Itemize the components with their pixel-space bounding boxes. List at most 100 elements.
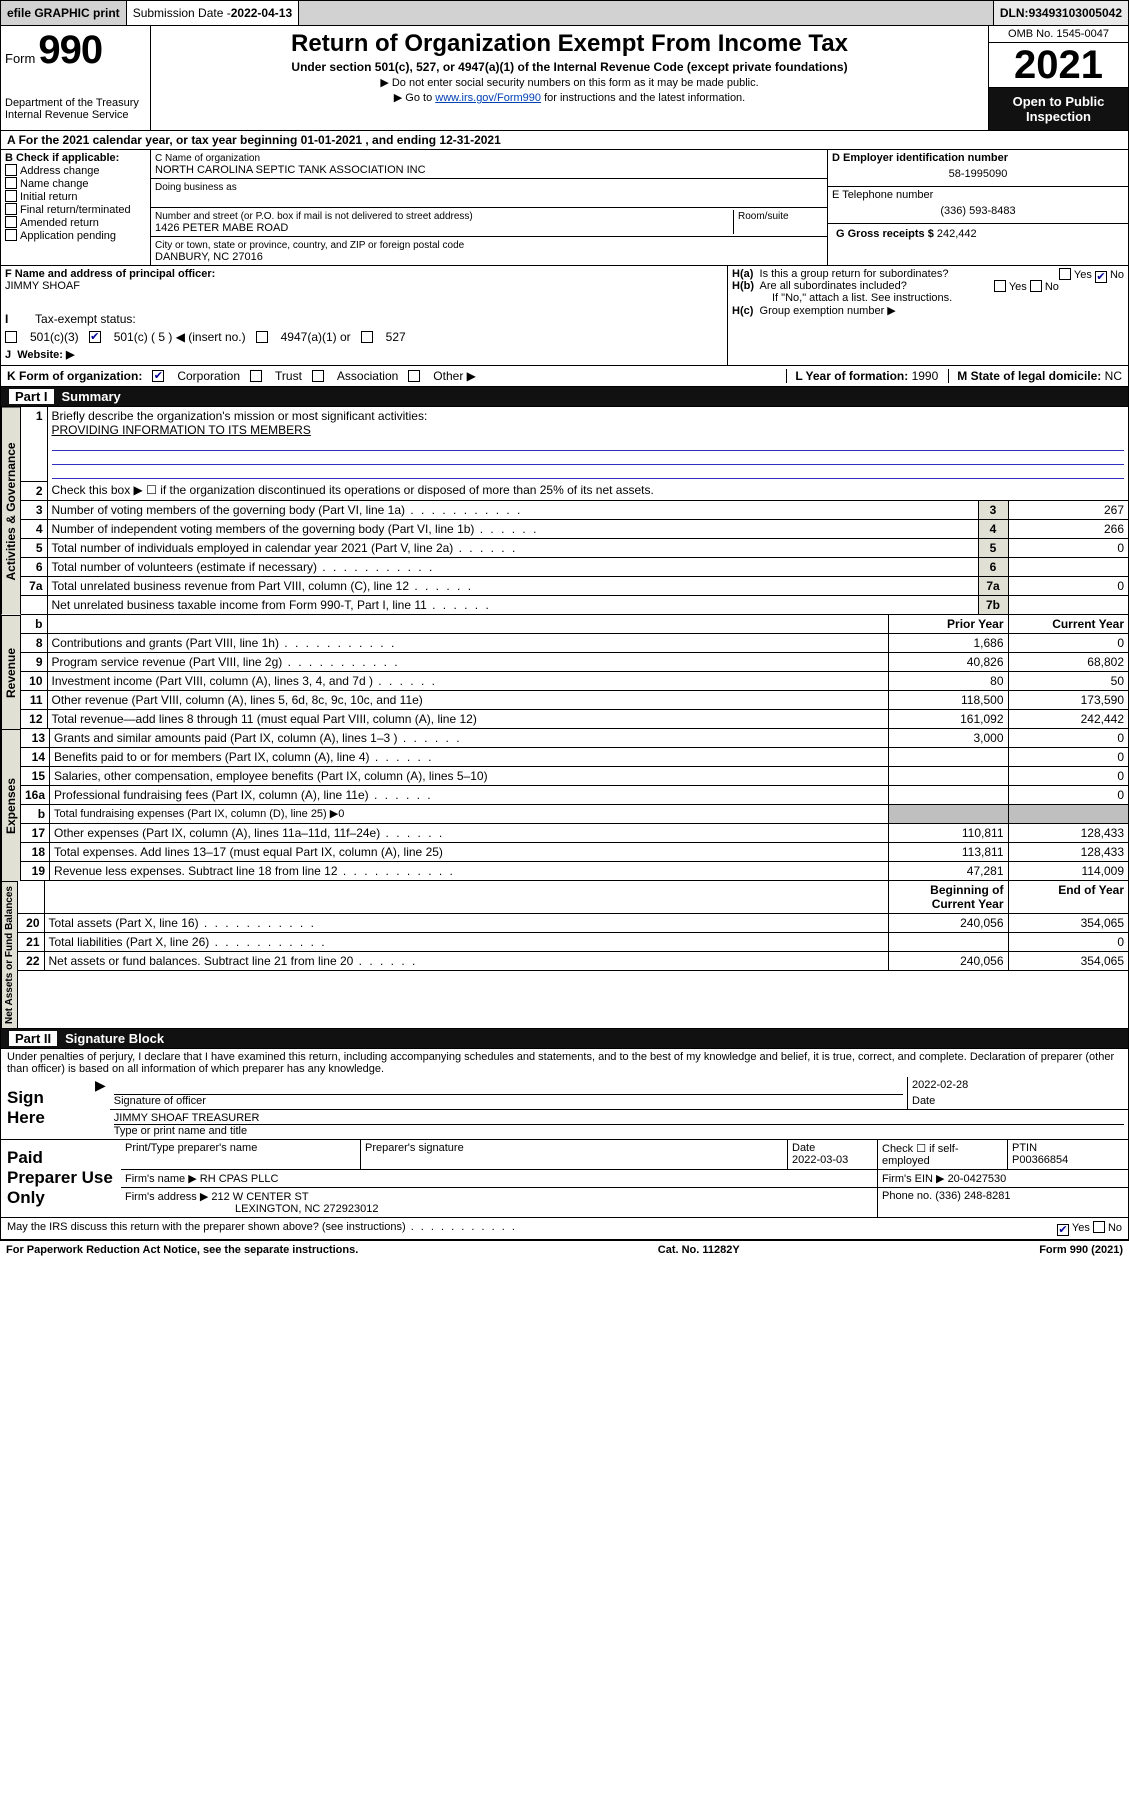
- header-left: Form 990 Department of the Treasury Inte…: [1, 26, 151, 130]
- l-value: 1990: [912, 369, 939, 383]
- hb-no[interactable]: No: [1045, 281, 1059, 293]
- sidebar-na: Net Assets or Fund Balances: [1, 881, 18, 1028]
- sidebar-ag: Activities & Governance: [1, 407, 21, 615]
- l-label: L Year of formation:: [795, 369, 908, 383]
- phone-label: Phone no.: [882, 1190, 932, 1202]
- form-title: Return of Organization Exempt From Incom…: [157, 30, 982, 58]
- signature-block: Sign Here ▶ Signature of officer 2022-02…: [0, 1077, 1129, 1240]
- prep-date-label: Date: [792, 1142, 815, 1154]
- ck-corp[interactable]: Corporation: [177, 369, 240, 383]
- klm-row: K Form of organization: Corporation Trus…: [0, 366, 1129, 387]
- rev-row: 8Contributions and grants (Part VIII, li…: [21, 633, 1128, 652]
- ein-value: 58-1995090: [832, 164, 1124, 184]
- open-public: Open to Public Inspection: [989, 88, 1128, 130]
- box-right: D Employer identification number58-19950…: [828, 150, 1128, 265]
- efile-label[interactable]: efile GRAPHIC print: [1, 1, 127, 25]
- dln-value: 93493103005042: [1029, 6, 1122, 20]
- table-rev: bPrior YearCurrent Year 8Contributions a…: [21, 615, 1128, 729]
- dba-label: Doing business as: [155, 182, 237, 193]
- footer-mid: Cat. No. 11282Y: [658, 1244, 740, 1256]
- penalty-text: Under penalties of perjury, I declare th…: [0, 1049, 1129, 1077]
- na-row: 22Net assets or fund balances. Subtract …: [18, 951, 1128, 970]
- table-ag: 1 Briefly describe the organization's mi…: [21, 407, 1128, 615]
- table-exp: 13Grants and similar amounts paid (Part …: [21, 729, 1128, 881]
- ptin-label: PTIN: [1012, 1142, 1037, 1154]
- paid-preparer-label: Paid Preparer Use Only: [1, 1140, 121, 1217]
- self-employed-ck[interactable]: Check ☐ if self-employed: [882, 1143, 959, 1167]
- ck-501c5[interactable]: 501(c) ( 5 ) ◀ (insert no.): [114, 330, 246, 344]
- exp-row: 17Other expenses (Part IX, column (A), l…: [21, 823, 1128, 842]
- prep-date: 2022-03-03: [792, 1154, 848, 1166]
- tel-label: E Telephone number: [832, 189, 933, 201]
- hb-yes[interactable]: Yes: [1009, 281, 1027, 293]
- ein-label: D Employer identification number: [832, 152, 1008, 164]
- rev-row: 12Total revenue—add lines 8 through 11 (…: [21, 709, 1128, 728]
- form-header: Form 990 Department of the Treasury Inte…: [0, 26, 1129, 131]
- col-current-year: Current Year: [1008, 615, 1128, 634]
- ck-other[interactable]: Other ▶: [433, 369, 476, 383]
- tax-year: 2021: [989, 43, 1128, 88]
- irs-label: Internal Revenue Service: [5, 109, 146, 121]
- part-i-label: Part I: [9, 389, 54, 404]
- box-f: F Name and address of principal officer:…: [1, 266, 728, 365]
- form-note1: ▶ Do not enter social security numbers o…: [157, 76, 982, 89]
- arrow-icon: ▶: [91, 1077, 110, 1139]
- ck-name-change[interactable]: Name change: [20, 178, 89, 190]
- header-mid: Return of Organization Exempt From Incom…: [151, 26, 988, 130]
- firm-ein-label: Firm's EIN ▶: [882, 1173, 945, 1185]
- sig-date-label: Date: [912, 1095, 935, 1107]
- room-label: Room/suite: [738, 211, 789, 222]
- entity-block: B Check if applicable: Address change Na…: [0, 150, 1129, 266]
- firm-addr-label: Firm's address ▶: [125, 1191, 208, 1203]
- ck-trust[interactable]: Trust: [275, 369, 302, 383]
- ck-address-change[interactable]: Address change: [20, 165, 100, 177]
- exp-row: 14Benefits paid to or for members (Part …: [21, 747, 1128, 766]
- submission-cell: Submission Date - 2022-04-13: [127, 1, 299, 25]
- m-value: NC: [1105, 369, 1122, 383]
- city-value: DANBURY, NC 27016: [155, 251, 263, 263]
- page-footer: For Paperwork Reduction Act Notice, see …: [0, 1240, 1129, 1259]
- exp-row: 13Grants and similar amounts paid (Part …: [21, 729, 1128, 748]
- tel-value: (336) 593-8483: [832, 201, 1124, 221]
- ck-527[interactable]: 527: [386, 330, 406, 344]
- section-ag: Activities & Governance 1 Briefly descri…: [0, 407, 1129, 615]
- ck-final-return[interactable]: Final return/terminated: [20, 204, 131, 216]
- omb-number: OMB No. 1545-0047: [989, 26, 1128, 43]
- topbar-spacer: [299, 1, 994, 25]
- gross-value: 242,442: [937, 228, 977, 240]
- ha-no[interactable]: No: [1110, 269, 1124, 281]
- m-label: M State of legal domicile:: [957, 369, 1101, 383]
- ck-initial-return[interactable]: Initial return: [20, 191, 77, 203]
- tax-status-label: Tax-exempt status:: [35, 312, 136, 326]
- ck-4947[interactable]: 4947(a)(1) or: [281, 330, 351, 344]
- q1-value: PROVIDING INFORMATION TO ITS MEMBERS: [52, 423, 311, 437]
- ck-assoc[interactable]: Association: [337, 369, 398, 383]
- sig-date: 2022-02-28: [912, 1079, 1124, 1095]
- prep-name-label: Print/Type preparer's name: [125, 1142, 257, 1154]
- exp-row: bTotal fundraising expenses (Part IX, co…: [21, 804, 1128, 823]
- dln-label: DLN:: [1000, 6, 1029, 20]
- may-irs-no[interactable]: No: [1108, 1222, 1122, 1234]
- ck-application-pending[interactable]: Application pending: [20, 230, 116, 242]
- col-prior-year: Prior Year: [888, 615, 1008, 634]
- section-exp: Expenses 13Grants and similar amounts pa…: [0, 729, 1129, 881]
- footer-right: Form 990 (2021): [1039, 1244, 1123, 1256]
- prep-sig-label: Preparer's signature: [365, 1142, 464, 1154]
- na-row: 21Total liabilities (Part X, line 26)0: [18, 932, 1128, 951]
- ag-row: 4Number of independent voting members of…: [21, 519, 1128, 538]
- q1-label: Briefly describe the organization's miss…: [52, 409, 428, 423]
- form-word: Form: [5, 51, 35, 66]
- ha-yes[interactable]: Yes: [1074, 269, 1092, 281]
- may-irs-yes[interactable]: Yes: [1072, 1222, 1090, 1234]
- rev-row: 9Program service revenue (Part VIII, lin…: [21, 652, 1128, 671]
- firm-addr2: LEXINGTON, NC 272923012: [125, 1203, 378, 1215]
- officer-name: JIMMY SHOAF: [5, 280, 80, 292]
- exp-row: 16aProfessional fundraising fees (Part I…: [21, 785, 1128, 804]
- irs-link[interactable]: www.irs.gov/Form990: [435, 92, 541, 104]
- may-irs-label: May the IRS discuss this return with the…: [7, 1221, 517, 1236]
- ck-amended[interactable]: Amended return: [20, 217, 99, 229]
- rev-row: 10Investment income (Part VIII, column (…: [21, 671, 1128, 690]
- header-right: OMB No. 1545-0047 2021 Open to Public In…: [988, 26, 1128, 130]
- ck-501c3[interactable]: 501(c)(3): [30, 330, 79, 344]
- ag-row: 5Total number of individuals employed in…: [21, 538, 1128, 557]
